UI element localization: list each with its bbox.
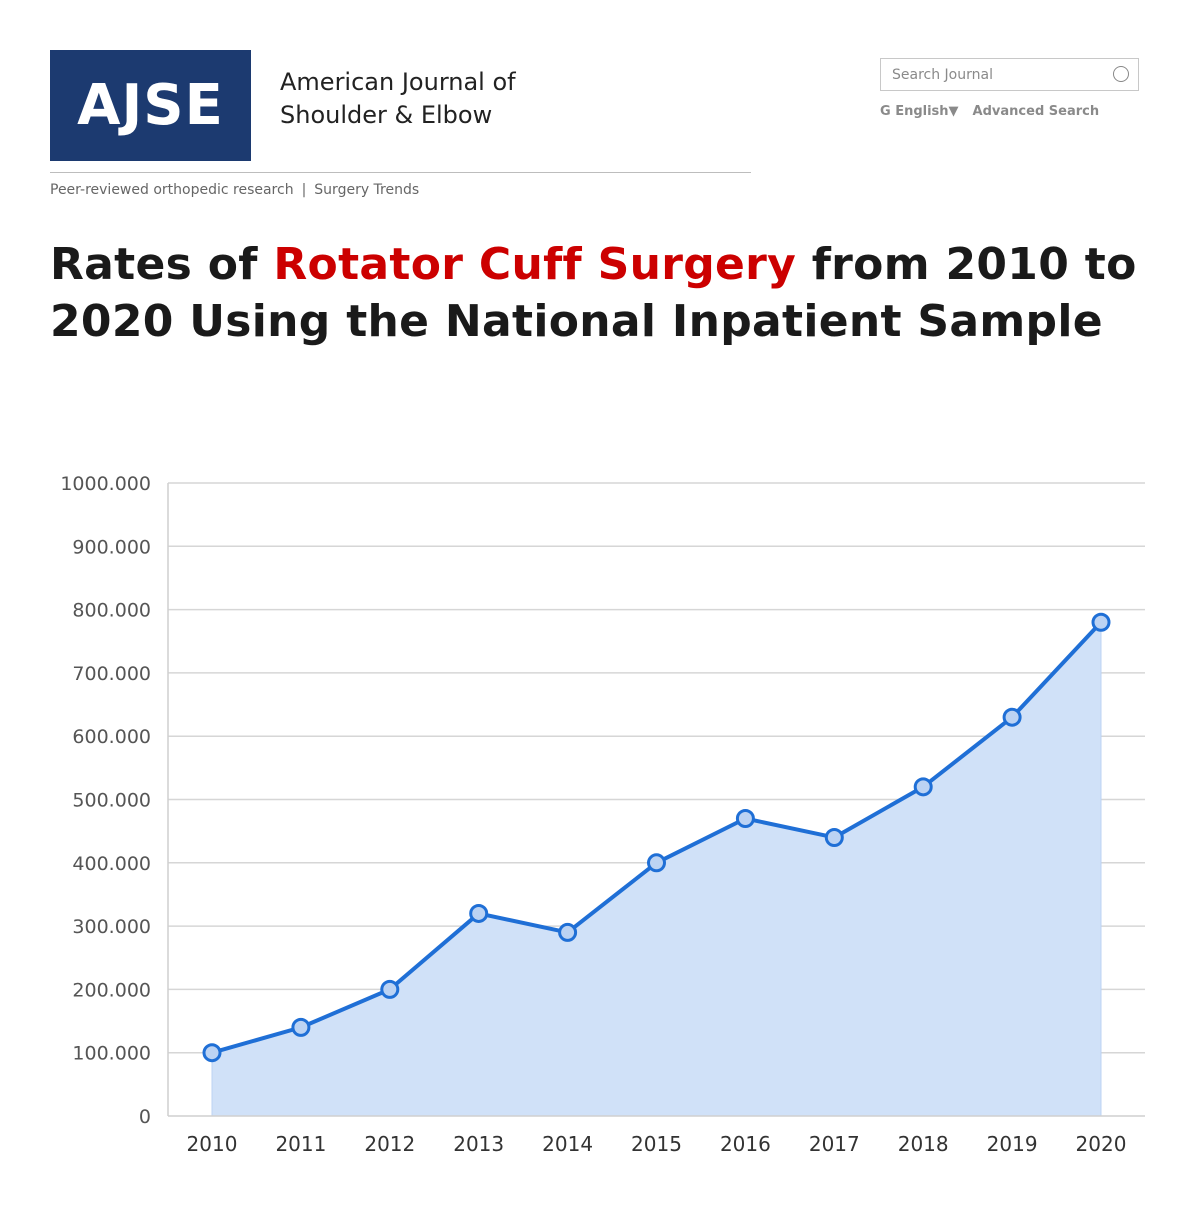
- y-tick-label: 400.000: [72, 853, 151, 875]
- header-divider: [50, 172, 751, 173]
- x-tick-label: 2015: [631, 1132, 682, 1156]
- journal-name-line1: American Journal of: [280, 68, 516, 96]
- x-axis-ticks: 2010 2011 2012 2013 2014 2015 2016 2017 2018 2019…: [187, 1132, 1127, 1156]
- header-links: G English▼ Advanced Search: [880, 104, 1099, 119]
- x-tick-label: 2013: [453, 1132, 504, 1156]
- data-point[interactable]: [202, 1043, 222, 1063]
- x-tick-label: 2018: [898, 1132, 949, 1156]
- y-tick-label: 0: [139, 1106, 151, 1128]
- article-title: Rates of Rotator Cuff Surgery from 2010 …: [50, 236, 1160, 350]
- y-axis-ticks: 0 100.000 200.000 300.000 400.000 500.000 600.…: [60, 473, 151, 1128]
- tagline: Peer-reviewed orthopedic research | Surger…: [50, 182, 419, 198]
- data-point[interactable]: [558, 922, 578, 942]
- y-tick-label: 100.000: [72, 1043, 151, 1065]
- y-tick-label: 900.000: [72, 536, 151, 558]
- data-points: [202, 612, 1111, 1063]
- x-tick-label: 2016: [720, 1132, 771, 1156]
- tagline-separator: |: [301, 182, 307, 198]
- x-tick-label: 2017: [809, 1132, 860, 1156]
- data-point[interactable]: [1091, 612, 1111, 632]
- data-point[interactable]: [735, 808, 755, 828]
- search-icon[interactable]: [1113, 66, 1129, 82]
- language-selector[interactable]: G English▼: [880, 104, 959, 119]
- y-tick-label: 700.000: [72, 663, 151, 685]
- axes: [167, 483, 1145, 1117]
- title-highlight: Rotator Cuff Surgery: [273, 239, 797, 290]
- data-point[interactable]: [469, 903, 489, 923]
- journal-logo[interactable]: AJSE: [50, 50, 251, 161]
- y-tick-label: 500.000: [72, 790, 151, 812]
- x-tick-label: 2020: [1076, 1132, 1127, 1156]
- data-point[interactable]: [380, 979, 400, 999]
- data-point[interactable]: [647, 853, 666, 873]
- journal-name: American Journal of Shoulder & Elbow: [280, 66, 516, 132]
- data-point[interactable]: [291, 1017, 311, 1037]
- y-tick-label: 1000.000: [60, 473, 151, 495]
- tagline-section[interactable]: Surgery Trends: [314, 182, 420, 198]
- tagline-description: Peer-reviewed orthopedic research: [50, 182, 294, 198]
- area-chart: 0 100.000 200.000 300.000 400.000 500.000 600.…: [60, 473, 1145, 1156]
- y-tick-label: 200.000: [72, 979, 151, 1001]
- x-tick-label: 2011: [275, 1132, 326, 1156]
- title-part-1: Rates of: [50, 239, 274, 290]
- x-tick-label: 2019: [987, 1132, 1038, 1156]
- x-tick-label: 2010: [187, 1132, 238, 1156]
- search-box: [880, 58, 1139, 91]
- journal-name-line2: Shoulder & Elbow: [280, 101, 493, 129]
- data-point[interactable]: [913, 777, 933, 797]
- x-tick-label: 2014: [542, 1132, 593, 1156]
- y-tick-label: 600.000: [72, 726, 151, 748]
- x-tick-label: 2012: [364, 1132, 415, 1156]
- data-point[interactable]: [1002, 707, 1022, 727]
- search-input[interactable]: [881, 59, 1101, 90]
- data-point[interactable]: [824, 827, 844, 847]
- y-tick-label: 800.000: [72, 600, 151, 622]
- advanced-search-link[interactable]: Advanced Search: [972, 104, 1100, 119]
- y-tick-label: 300.000: [72, 916, 151, 938]
- title-part-2: from 2010 to 2020 Using the National Inp…: [50, 239, 1137, 347]
